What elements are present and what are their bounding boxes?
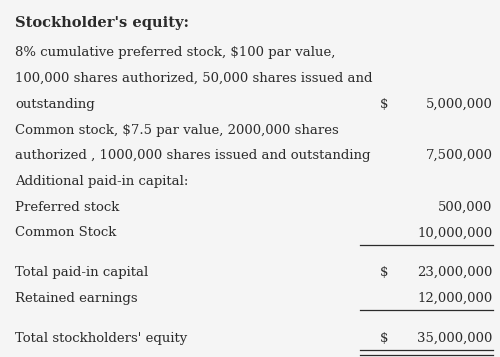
Text: 7,500,000: 7,500,000: [426, 149, 492, 162]
Text: 23,000,000: 23,000,000: [417, 266, 492, 279]
Text: Common stock, $7.5 par value, 2000,000 shares: Common stock, $7.5 par value, 2000,000 s…: [15, 124, 339, 136]
Text: 500,000: 500,000: [438, 201, 492, 213]
Text: Total paid-in capital: Total paid-in capital: [15, 266, 148, 279]
Text: authorized , 1000,000 shares issued and outstanding: authorized , 1000,000 shares issued and …: [15, 149, 370, 162]
Text: Preferred stock: Preferred stock: [15, 201, 120, 213]
Text: $: $: [380, 266, 388, 279]
Text: 35,000,000: 35,000,000: [417, 332, 492, 345]
Text: 8% cumulative preferred stock, $100 par value,: 8% cumulative preferred stock, $100 par …: [15, 46, 336, 59]
Text: 12,000,000: 12,000,000: [417, 292, 492, 305]
Text: 10,000,000: 10,000,000: [417, 226, 492, 239]
Text: $: $: [380, 332, 388, 345]
Text: Total stockholders' equity: Total stockholders' equity: [15, 332, 187, 345]
Text: 5,000,000: 5,000,000: [426, 98, 492, 111]
Text: 100,000 shares authorized, 50,000 shares issued and: 100,000 shares authorized, 50,000 shares…: [15, 72, 372, 85]
Text: Stockholder's equity:: Stockholder's equity:: [15, 16, 189, 30]
Text: Retained earnings: Retained earnings: [15, 292, 138, 305]
Text: $: $: [380, 98, 388, 111]
Text: Common Stock: Common Stock: [15, 226, 116, 239]
Text: Additional paid-in capital:: Additional paid-in capital:: [15, 175, 188, 188]
Text: outstanding: outstanding: [15, 98, 95, 111]
